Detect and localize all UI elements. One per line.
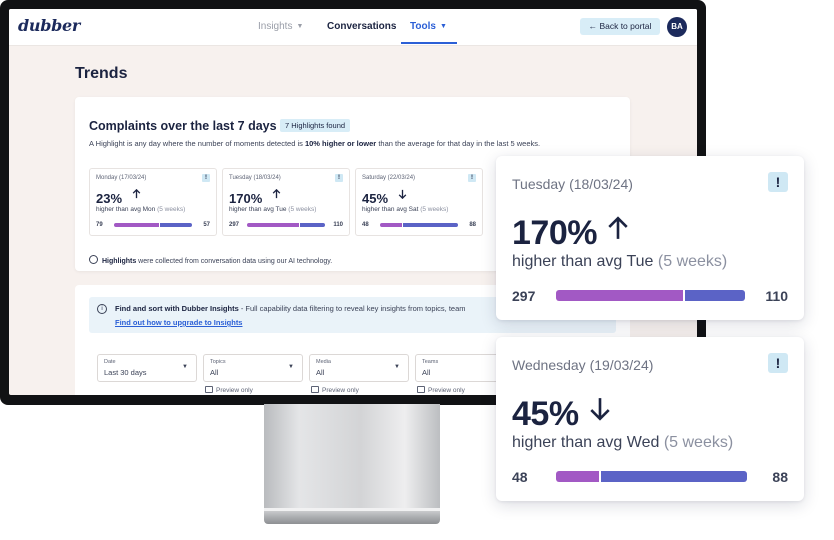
filter-value: All — [316, 368, 325, 377]
card-date: Tuesday (18/03/24) — [512, 176, 633, 192]
alert-icon: ! — [202, 174, 210, 182]
alert-icon: ! — [468, 174, 476, 182]
highlight-popout-wednesday[interactable]: Wednesday (19/03/24) ! 45% higher than a… — [496, 337, 804, 501]
arrow-up-icon — [132, 187, 141, 202]
avatar[interactable]: BA — [667, 17, 687, 37]
filter-value: Last 30 days — [104, 368, 147, 377]
card-average-count: 110 — [765, 288, 788, 304]
average-bar-segment — [601, 471, 747, 482]
filter-label: Media — [316, 359, 331, 365]
highlight-card-tuesday[interactable]: Tuesday (18/03/24) ! 170% higher than av… — [222, 168, 350, 236]
upgrade-link[interactable]: Find out how to upgrade to Insights — [115, 318, 243, 327]
monitor-stand — [264, 404, 440, 510]
nav-tools[interactable]: Tools ▼ — [410, 21, 447, 32]
filter-label: Topics — [210, 359, 226, 365]
highlights-footnote: Highlights were collected from conversat… — [89, 255, 332, 265]
filter-label: Date — [104, 359, 116, 365]
alert-icon: ! — [768, 353, 788, 373]
card-current-count: 48 — [362, 222, 369, 228]
card-current-count: 79 — [96, 222, 103, 228]
current-bar-segment — [247, 223, 300, 227]
top-nav: dubber Insights ▼ Conversations Tools ▼ ← … — [9, 9, 697, 46]
average-bar-segment — [402, 223, 458, 227]
card-current-count: 297 — [512, 288, 536, 304]
arrow-up-icon — [272, 187, 281, 202]
card-percent: 170% — [229, 187, 281, 206]
media-preview-note: Preview only — [311, 386, 359, 394]
highlight-card-saturday[interactable]: Saturday (22/03/24) ! 45% higher than av… — [355, 168, 483, 236]
filter-value: All — [210, 368, 219, 377]
back-to-portal-button[interactable]: ← Back to portal — [580, 18, 660, 35]
average-bar-segment — [159, 223, 192, 227]
alert-icon: ! — [335, 174, 343, 182]
arrow-up-icon — [607, 210, 629, 249]
card-date: Saturday (22/03/24) — [362, 175, 416, 181]
arrow-down-icon — [398, 187, 407, 202]
complaints-description: A Highlight is any day where the number … — [89, 139, 541, 148]
filter-label: Teams — [422, 359, 439, 365]
date-filter[interactable]: Date Last 30 days ▼ — [97, 354, 197, 382]
topics-filter[interactable]: Topics All ▼ — [203, 354, 303, 382]
card-date: Tuesday (18/03/24) — [229, 175, 281, 181]
nav-insights[interactable]: Insights ▼ — [258, 21, 304, 32]
lock-icon — [311, 386, 319, 393]
card-subtext: higher than avg Sat (5 weeks) — [362, 206, 449, 213]
media-filter[interactable]: Media All ▼ — [309, 354, 409, 382]
current-bar-segment — [114, 223, 159, 227]
page-title: Trends — [75, 65, 128, 82]
comparison-bar — [114, 223, 192, 227]
card-subtext: higher than avg Tue (5 weeks) — [229, 206, 317, 213]
monitor-stand-base — [264, 508, 440, 524]
card-subtext: higher than avg Tue (5 weeks) — [512, 253, 728, 270]
chevron-down-icon: ▼ — [394, 364, 400, 370]
comparison-bar — [556, 471, 747, 482]
lock-icon — [205, 386, 213, 393]
topics-preview-note: Preview only — [205, 386, 253, 394]
arrow-down-icon — [589, 391, 611, 430]
current-bar-segment — [380, 223, 402, 227]
alert-icon: ! — [768, 172, 788, 192]
average-bar-segment — [685, 290, 745, 301]
chevron-down-icon: ▼ — [296, 23, 304, 30]
card-percent: 23% — [96, 187, 141, 206]
dubber-logo[interactable]: dubber — [18, 16, 81, 35]
chevron-down-icon: ▼ — [288, 364, 294, 370]
nav-conversations[interactable]: Conversations — [327, 21, 397, 32]
current-bar-segment — [556, 290, 684, 301]
chevron-down-icon: ▼ — [439, 23, 447, 30]
comparison-bar — [247, 223, 325, 227]
card-subtext: higher than avg Wed (5 weeks) — [512, 434, 734, 451]
card-subtext: higher than avg Mon (5 weeks) — [96, 206, 186, 213]
highlight-card-monday[interactable]: Monday (17/03/24) ! 23% higher than avg … — [89, 168, 217, 236]
card-percent: 45% — [362, 187, 407, 206]
card-current-count: 297 — [229, 222, 240, 228]
card-percent: 45% — [512, 391, 611, 434]
highlights-badge: 7 Highlights found — [280, 119, 351, 132]
card-date: Wednesday (19/03/24) — [512, 357, 654, 373]
info-icon: i — [97, 304, 107, 314]
ai-bubble-icon — [89, 255, 98, 264]
card-average-count: 88 — [772, 469, 788, 485]
card-percent: 170% — [512, 210, 629, 253]
upgrade-info-text: Find and sort with Dubber Insights - Ful… — [115, 304, 466, 313]
comparison-bar — [556, 290, 745, 301]
average-bar-segment — [300, 223, 325, 227]
card-date: Monday (17/03/24) — [96, 175, 147, 181]
current-bar-segment — [556, 471, 600, 482]
card-average-count: 88 — [469, 222, 476, 228]
card-average-count: 110 — [333, 222, 343, 228]
lock-icon — [417, 386, 425, 393]
chevron-down-icon: ▼ — [182, 364, 188, 370]
card-average-count: 57 — [203, 222, 210, 228]
filter-value: All — [422, 368, 431, 377]
highlight-popout-tuesday[interactable]: Tuesday (18/03/24) ! 170% higher than av… — [496, 156, 804, 320]
comparison-bar — [380, 223, 458, 227]
teams-preview-note: Preview only — [417, 386, 465, 394]
card-current-count: 48 — [512, 469, 528, 485]
complaints-title: Complaints over the last 7 days — [89, 119, 277, 133]
active-tab-indicator — [401, 42, 457, 44]
